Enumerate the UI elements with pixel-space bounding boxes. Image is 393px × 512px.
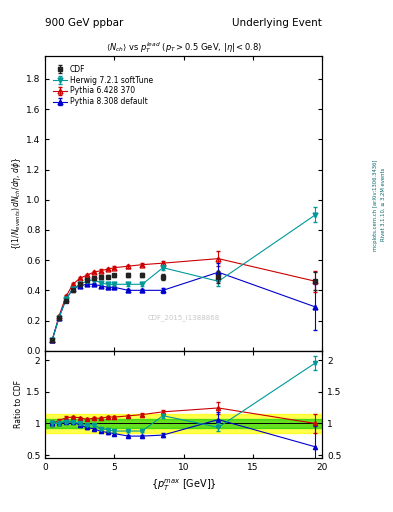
Y-axis label: Ratio to CDF: Ratio to CDF bbox=[14, 380, 23, 429]
Bar bbox=[45, 414, 322, 433]
Text: 900 GeV ppbar: 900 GeV ppbar bbox=[45, 18, 123, 28]
Text: CDF_2015_I1388868: CDF_2015_I1388868 bbox=[148, 314, 220, 322]
Y-axis label: $\{(1/N_{events})\,dN_{ch}/d\eta,\,d\phi\}$: $\{(1/N_{events})\,dN_{ch}/d\eta,\,d\phi… bbox=[10, 157, 23, 250]
Bar bbox=[45, 419, 322, 428]
Text: Rivet 3.1.10, ≥ 3.2M events: Rivet 3.1.10, ≥ 3.2M events bbox=[381, 168, 386, 242]
Text: $\langle N_{ch}\rangle$ vs $p_T^{lead}$ ($p_T > 0.5$ GeV, $|\eta| < 0.8$): $\langle N_{ch}\rangle$ vs $p_T^{lead}$ … bbox=[106, 40, 262, 55]
Text: mcplots.cern.ch [arXiv:1306.3436]: mcplots.cern.ch [arXiv:1306.3436] bbox=[373, 159, 378, 250]
Legend: CDF, Herwig 7.2.1 softTune, Pythia 6.428 370, Pythia 8.308 default: CDF, Herwig 7.2.1 softTune, Pythia 6.428… bbox=[52, 63, 155, 108]
Text: Underlying Event: Underlying Event bbox=[232, 18, 322, 28]
X-axis label: $\{p_T^{max}$ [GeV]$\}$: $\{p_T^{max}$ [GeV]$\}$ bbox=[151, 478, 217, 493]
